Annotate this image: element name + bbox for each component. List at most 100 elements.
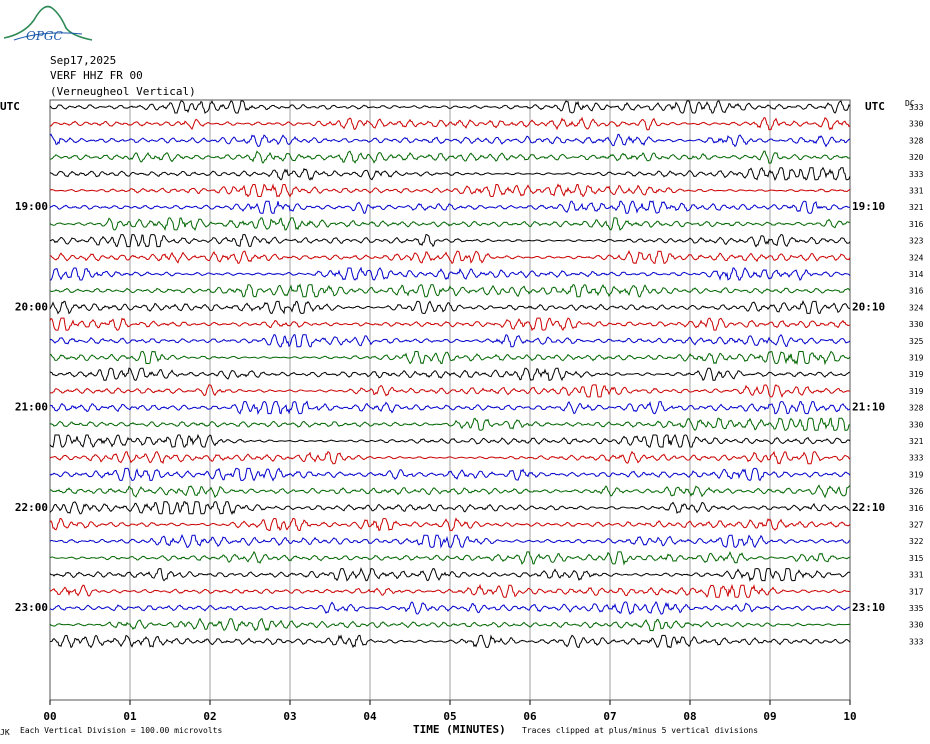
dc-offset-label: 330: [909, 420, 924, 429]
seismic-trace: [49, 601, 851, 615]
seismic-trace: [49, 234, 851, 248]
left-hour-label: 21:00: [15, 401, 48, 414]
corner-mark: JK: [0, 728, 10, 737]
right-hour-label: 20:10: [852, 300, 885, 313]
dc-offset-label: 316: [909, 287, 924, 296]
dc-offset-label: 315: [909, 554, 924, 563]
right-utc-label: UTC: [865, 100, 885, 113]
dc-offset-label: 325: [909, 337, 924, 346]
dc-offset-label: 319: [909, 370, 924, 379]
left-utc-label: UTC: [0, 100, 20, 113]
header-date: Sep17,2025: [50, 54, 116, 67]
dc-offset-label: 335: [909, 604, 924, 613]
seismic-trace: [49, 166, 851, 182]
seismic-trace: [49, 217, 851, 232]
seismic-trace: [49, 533, 851, 549]
dc-offset-label: 330: [909, 320, 924, 329]
seismic-trace: [49, 467, 851, 482]
opgc-logo: OPGC: [3, 5, 93, 43]
seismic-trace: [49, 484, 851, 499]
dc-offset-label: 320: [909, 153, 924, 162]
x-tick-label: 09: [763, 710, 776, 723]
right-hour-label: 21:10: [852, 401, 885, 414]
x-axis-title: TIME (MINUTES): [413, 723, 506, 736]
seismic-trace: [49, 133, 851, 148]
x-tick-label: 07: [603, 710, 616, 723]
dc-offset-label: 322: [909, 537, 924, 546]
dc-offset-label: 327: [909, 521, 924, 530]
seismic-trace: [49, 250, 851, 265]
seismic-trace: [49, 333, 851, 348]
seismic-trace: [49, 200, 851, 214]
dc-offset-label: 324: [909, 253, 924, 262]
seismic-trace: [49, 384, 851, 399]
dc-offset-label: 319: [909, 470, 924, 479]
left-hour-label: 23:00: [15, 601, 48, 614]
dc-offset-label: 333: [909, 637, 924, 646]
seismic-trace: [49, 100, 851, 114]
dc-offset-label: 333: [909, 454, 924, 463]
seismic-trace: [49, 583, 851, 598]
seismic-trace: [49, 417, 851, 432]
seismic-trace: [49, 567, 851, 582]
x-tick-label: 04: [363, 710, 377, 723]
right-hour-label: 23:10: [852, 601, 885, 614]
hour-labels: 19:00 20:00 21:00 22:00 23:00 19:10 20:10 21:10…: [15, 200, 885, 614]
dc-offset-label: 328: [909, 136, 924, 145]
dc-offset-label: 333: [909, 170, 924, 179]
left-hour-label: 22:00: [15, 501, 48, 514]
dc-offset-label: 323: [909, 237, 924, 246]
seismic-trace: [49, 634, 851, 649]
x-tick-label: 05: [443, 710, 456, 723]
vertical-division-note: Each Vertical Division = 100.00 microvol…: [20, 726, 222, 735]
seismic-trace: [49, 450, 851, 465]
dc-offset-label: 321: [909, 203, 924, 212]
logo-text: OPGC: [26, 29, 63, 43]
left-hour-label: 20:00: [15, 300, 48, 313]
dc-offset-label: 321: [909, 437, 924, 446]
dc-header: DC: [905, 99, 915, 108]
dc-offset-label: 331: [909, 571, 924, 580]
dc-offset-label: 319: [909, 354, 924, 363]
seismic-trace: [49, 501, 851, 515]
seismic-trace: [49, 367, 851, 382]
seismic-trace: [49, 517, 851, 532]
right-hour-label: 19:10: [852, 200, 885, 213]
dc-offset-labels: 333 330 328 320 333 331 321 316 323 324 314 316 324 3…: [909, 103, 924, 646]
seismic-trace: [49, 350, 851, 366]
x-tick-label: 03: [283, 710, 296, 723]
seismic-trace: [49, 150, 851, 164]
x-tick-label: 02: [203, 710, 216, 723]
dc-offset-label: 319: [909, 387, 924, 396]
dc-offset-label: 314: [909, 270, 924, 279]
dc-offset-label: 331: [909, 187, 924, 196]
x-tick-labels: 00 01 02 03 04 05 06 07 08 09 10: [43, 700, 857, 723]
dc-offset-label: 330: [909, 120, 924, 129]
time-gridlines: [129, 100, 771, 700]
dc-offset-label: 333: [909, 103, 924, 112]
seismic-trace: [49, 116, 851, 131]
seismic-trace: [49, 183, 851, 198]
dc-offset-label: 317: [909, 587, 924, 596]
seismic-trace: [49, 400, 851, 416]
x-tick-label: 10: [843, 710, 856, 723]
x-tick-label: 00: [43, 710, 56, 723]
left-hour-label: 19:00: [15, 200, 48, 213]
trace-group: [49, 100, 851, 649]
x-tick-label: 01: [123, 710, 137, 723]
dc-offset-label: 328: [909, 404, 924, 413]
seismic-trace: [50, 266, 851, 281]
seismic-trace: [49, 617, 851, 632]
dc-offset-label: 316: [909, 220, 924, 229]
x-tick-label: 06: [523, 710, 537, 723]
dc-offset-label: 324: [909, 303, 924, 312]
seismic-trace: [49, 550, 851, 566]
seismic-trace: [49, 317, 851, 332]
logo-mountain-icon: [3, 5, 93, 41]
seismic-trace: [49, 283, 851, 298]
header-station: VERF HHZ FR 00: [50, 69, 143, 82]
dc-offset-label: 330: [909, 621, 924, 630]
dc-offset-label: 316: [909, 504, 924, 513]
clip-note: Traces clipped at plus/minus 5 vertical …: [522, 726, 758, 735]
